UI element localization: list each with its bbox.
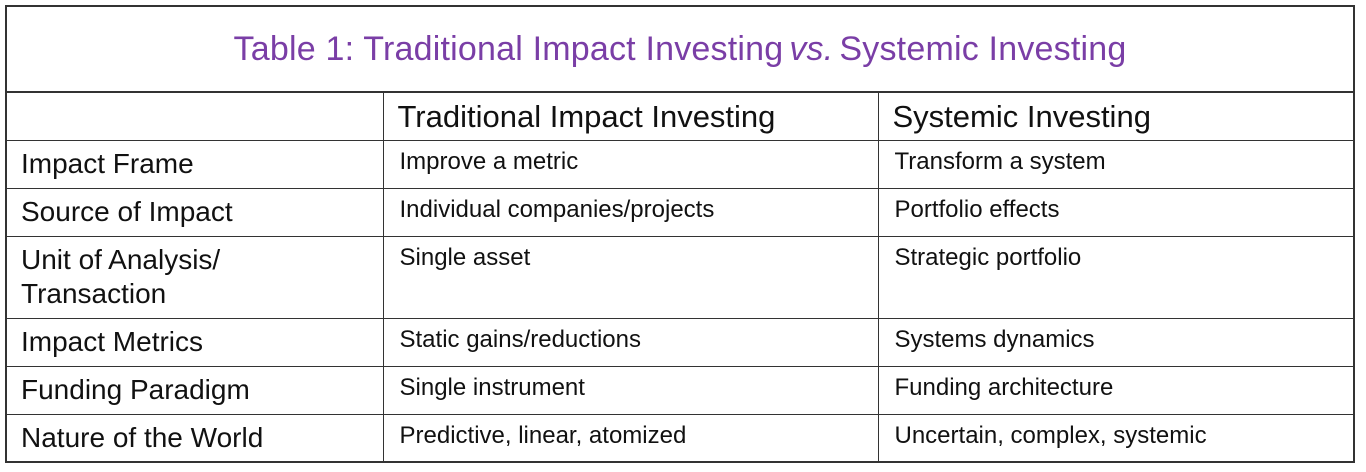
systemic-cell: Systems dynamics xyxy=(878,318,1353,367)
table-row: Nature of the World Predictive, linear, … xyxy=(7,414,1353,462)
systemic-cell: Strategic portfolio xyxy=(878,236,1353,319)
comparison-table: Table 1: Traditional Impact Investing vs… xyxy=(5,5,1355,463)
title-prefix: Table 1: Traditional Impact Investing xyxy=(233,29,784,68)
row-label: Source of Impact xyxy=(7,188,384,237)
title-suffix: Systemic Investing xyxy=(839,29,1127,68)
header-traditional: Traditional Impact Investing xyxy=(383,93,879,141)
row-label-line-2: Transaction xyxy=(21,277,167,309)
traditional-cell: Single asset xyxy=(383,236,879,319)
header-corner xyxy=(7,93,384,141)
table-row: Source of Impact Individual companies/pr… xyxy=(7,188,1353,237)
systemic-cell: Transform a system xyxy=(878,140,1353,189)
row-label: Funding Paradigm xyxy=(7,366,384,415)
row-label: Unit of Analysis/ Transaction xyxy=(7,236,384,319)
traditional-cell: Improve a metric xyxy=(383,140,879,189)
table-row: Unit of Analysis/ Transaction Single ass… xyxy=(7,236,1353,319)
table-title: Table 1: Traditional Impact Investing vs… xyxy=(7,7,1353,93)
header-row: Traditional Impact Investing Systemic In… xyxy=(7,93,1353,141)
traditional-cell: Individual companies/projects xyxy=(383,188,879,237)
traditional-cell: Predictive, linear, atomized xyxy=(383,414,879,462)
systemic-cell: Portfolio effects xyxy=(878,188,1353,237)
table-row: Funding Paradigm Single instrument Fundi… xyxy=(7,366,1353,415)
row-label-line-1: Unit of Analysis/ xyxy=(21,243,221,275)
row-label: Impact Metrics xyxy=(7,318,384,367)
systemic-cell: Uncertain, complex, systemic xyxy=(894,421,1207,449)
comparison-grid: Traditional Impact Investing Systemic In… xyxy=(7,93,1353,462)
table-row: Impact Metrics Static gains/reductions S… xyxy=(7,318,1353,367)
traditional-cell: Static gains/reductions xyxy=(383,318,879,367)
row-label: Nature of the World xyxy=(7,414,384,462)
traditional-cell: Single instrument xyxy=(383,366,879,415)
header-systemic: Systemic Investing xyxy=(878,93,1353,141)
row-label: Impact Frame xyxy=(7,140,384,189)
systemic-cell: Funding architecture xyxy=(878,366,1353,415)
title-vs: vs. xyxy=(789,29,834,68)
table-row: Impact Frame Improve a metric Transform … xyxy=(7,140,1353,189)
